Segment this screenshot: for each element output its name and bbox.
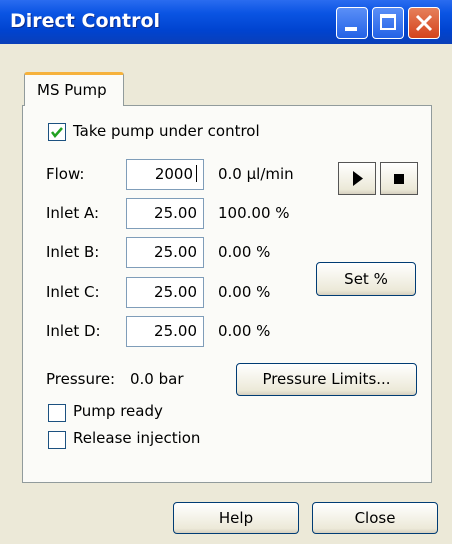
text-input[interactable]: 25.00 bbox=[126, 316, 204, 347]
reading: 0.00 % bbox=[218, 322, 271, 340]
field-label: Flow: bbox=[46, 165, 85, 183]
title-bar: Direct Control bbox=[0, 0, 452, 44]
close-icon bbox=[415, 14, 433, 32]
input-value: 25.00 bbox=[154, 243, 197, 261]
field-label: Inlet D: bbox=[46, 322, 101, 340]
pressure-limits-button[interactable]: Pressure Limits... bbox=[236, 363, 417, 396]
play-icon bbox=[353, 171, 363, 186]
text-input[interactable]: 25.00 bbox=[126, 198, 204, 229]
checkbox[interactable] bbox=[48, 404, 66, 422]
help-button[interactable]: Help bbox=[173, 502, 299, 534]
text-input[interactable]: 2000 bbox=[126, 159, 204, 190]
set-button[interactable]: Set % bbox=[316, 262, 416, 296]
reading: 0.00 % bbox=[218, 283, 271, 301]
field-label: Inlet C: bbox=[46, 283, 100, 301]
button-label: Help bbox=[218, 509, 254, 527]
minimize-button[interactable] bbox=[336, 7, 368, 39]
stop-button[interactable] bbox=[380, 162, 418, 195]
tab[interactable]: MS Pump bbox=[24, 72, 124, 106]
checkbox[interactable] bbox=[48, 431, 66, 449]
checkbox-label: Pump ready bbox=[73, 402, 163, 420]
input-value: 25.00 bbox=[154, 204, 197, 222]
reading: 0.0 µl/min bbox=[218, 165, 294, 183]
checkbox-label: Release injection bbox=[73, 429, 201, 447]
text-input[interactable]: 25.00 bbox=[126, 237, 204, 268]
button-label: Set % bbox=[344, 270, 388, 288]
field-label: Inlet B: bbox=[46, 243, 100, 261]
input-value: 25.00 bbox=[154, 283, 197, 301]
close-button[interactable]: Close bbox=[312, 502, 438, 534]
reading: 100.00 % bbox=[218, 204, 290, 222]
stop-icon bbox=[394, 174, 404, 184]
button-label: Close bbox=[354, 509, 396, 527]
input-value: 25.00 bbox=[154, 322, 197, 340]
close-window-button[interactable] bbox=[408, 7, 440, 39]
window-title: Direct Control bbox=[10, 10, 161, 32]
check-mark bbox=[51, 127, 63, 138]
field-label: Inlet A: bbox=[46, 204, 100, 222]
checkbox-checked[interactable] bbox=[48, 123, 66, 141]
reading: 0.0 bar bbox=[130, 370, 184, 388]
text-input[interactable]: 25.00 bbox=[126, 277, 204, 308]
reading: 0.00 % bbox=[218, 243, 271, 261]
checkbox-label: Take pump under control bbox=[73, 122, 260, 140]
play-button[interactable] bbox=[338, 162, 376, 195]
maximize-button[interactable] bbox=[372, 7, 404, 39]
tab-label: MS Pump bbox=[37, 81, 107, 99]
input-value: 2000 bbox=[154, 165, 193, 183]
button-label: Pressure Limits... bbox=[262, 370, 391, 388]
field-label: Pressure: bbox=[46, 370, 116, 388]
